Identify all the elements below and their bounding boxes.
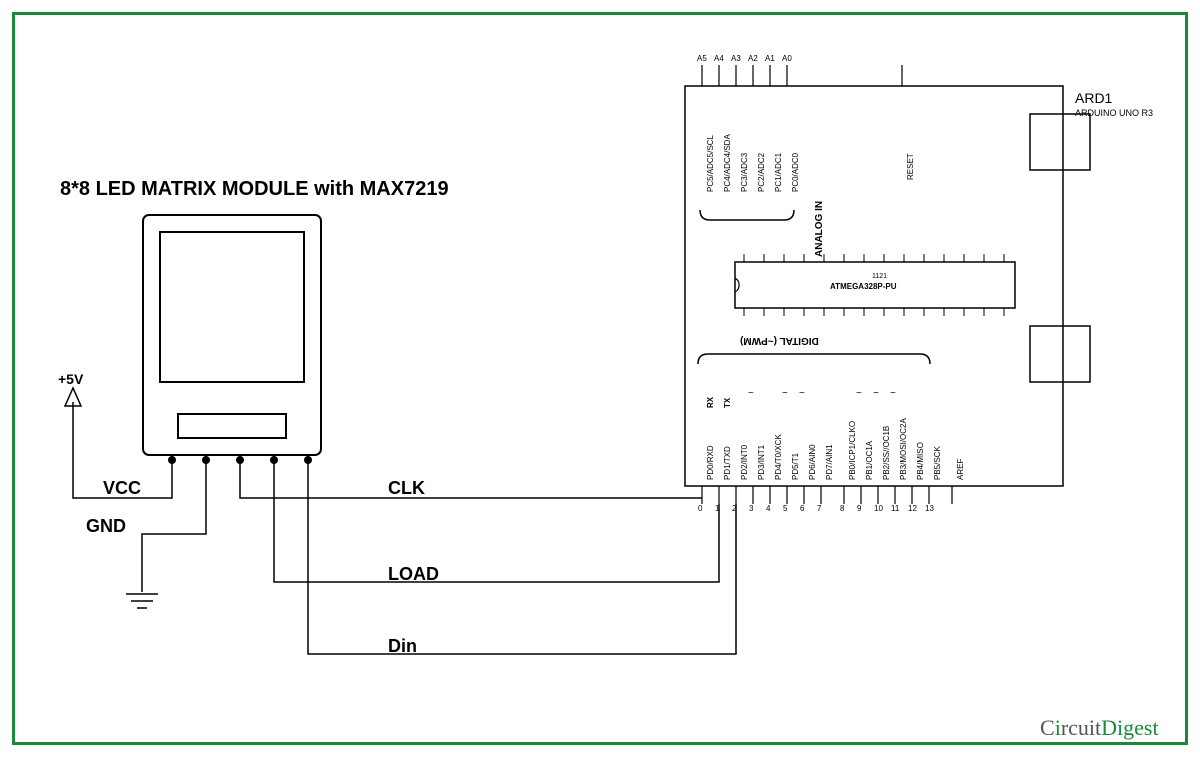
digital-pin-name: PD3/INT1 (757, 445, 766, 480)
digital-pin-name: PB0/ICP1/CLKO (848, 421, 857, 480)
label-gnd: GND (86, 516, 126, 537)
digital-pin-num: 9 (857, 504, 861, 513)
watermark-c: C (1040, 715, 1055, 740)
digital-pin-name: PB5/SCK (933, 446, 942, 480)
arduino-usb-box (1030, 114, 1090, 170)
analog-pin-name: PC5/ADC5/SCL (706, 135, 715, 192)
watermark: CircuitDigest (1040, 715, 1159, 741)
analog-pin-stubs (702, 65, 787, 86)
analog-pin-name: PC1/ADC1 (774, 153, 783, 192)
reset-label: RESET (906, 153, 915, 180)
digital-pin-name: PD4/T0/XCK (774, 434, 783, 480)
label-clk: CLK (388, 478, 425, 499)
digital-pin-name: PD0/RXD (706, 445, 715, 480)
digital-pin-num: 6 (800, 504, 804, 513)
digital-pin-name: PD7/AIN1 (825, 444, 834, 480)
supply-label: +5V (58, 371, 83, 387)
analog-pin-name: PC0/ADC0 (791, 153, 800, 192)
analog-pin-num: A3 (731, 54, 741, 63)
analog-bracket (700, 210, 794, 220)
digital-pin-num: 8 (840, 504, 844, 513)
digital-pin-name: PD5/T1 (791, 453, 800, 480)
arduino-ref: ARD1 (1075, 90, 1112, 106)
tilde-6: ~ (890, 388, 896, 399)
digital-bracket (698, 354, 930, 364)
tilde-5: ~ (873, 388, 879, 399)
digital-pin-num: 13 (925, 504, 934, 513)
digital-pin-name: PD2/INT0 (740, 445, 749, 480)
digital-pin-num: 4 (766, 504, 770, 513)
arduino-name: ARDUINO UNO R3 (1075, 108, 1153, 118)
tilde-2: ~ (782, 388, 788, 399)
digital-pin-num: 7 (817, 504, 821, 513)
chip-label: ATMEGA328P-PU (830, 282, 897, 291)
digital-pin-name: PB3/MOSI/OC2A (899, 418, 908, 480)
tilde-3: ~ (799, 388, 805, 399)
digital-pin-stubs (702, 486, 929, 504)
digital-pin-name: PB1/OC1A (865, 441, 874, 480)
digital-pin-num: 10 (874, 504, 883, 513)
analog-header-label: ANALOG IN (814, 201, 825, 257)
watermark-digest: Digest (1101, 715, 1158, 740)
analog-pin-name: PC4/ADC4/SDA (723, 134, 732, 192)
module-slot (178, 414, 286, 438)
digital-pin-num: 11 (891, 504, 899, 513)
analog-pin-num: A5 (697, 54, 707, 63)
arduino-power-box (1030, 326, 1090, 382)
digital-header-label: DIGITAL (~PWM) (740, 335, 819, 346)
rx-label: RX (706, 397, 715, 408)
digital-pin-num: 3 (749, 504, 753, 513)
circuit-diagram-canvas: 8*8 LED MATRIX MODULE with MAX7219 VCC G… (0, 0, 1200, 757)
label-vcc: VCC (103, 478, 141, 499)
digital-pin-name: PB2/SS//OC1B (882, 426, 891, 480)
label-din: Din (388, 636, 417, 657)
aref-label: AREF (956, 459, 965, 480)
digital-pin-num: 5 (783, 504, 787, 513)
digital-pin-num: 1 (715, 504, 719, 513)
digital-pin-num: 12 (908, 504, 917, 513)
supply-arrow-icon (65, 388, 81, 420)
analog-pin-num: A4 (714, 54, 724, 63)
tx-label: TX (723, 398, 732, 408)
analog-pin-num: A2 (748, 54, 758, 63)
module-body (143, 215, 321, 455)
analog-pin-num: A1 (765, 54, 775, 63)
module-title: 8*8 LED MATRIX MODULE with MAX7219 (60, 178, 449, 201)
digital-pin-num: 2 (732, 504, 736, 513)
watermark-rcuit: rcuit (1061, 715, 1101, 740)
label-load: LOAD (388, 564, 439, 585)
digital-pin-num: 0 (698, 504, 702, 513)
circuit-svg (0, 0, 1200, 757)
tilde-4: ~ (856, 388, 862, 399)
analog-pin-num: A0 (782, 54, 792, 63)
analog-pin-name: PC2/ADC2 (757, 153, 766, 192)
digital-pin-name: PD1/TXD (723, 446, 732, 480)
analog-pin-name: PC3/ADC3 (740, 153, 749, 192)
digital-pin-name: PB4/MISO (916, 442, 925, 480)
module-screen (160, 232, 304, 382)
ground-icon (126, 594, 158, 608)
tilde-1: ~ (748, 388, 754, 399)
chip-sublabel: 1121 (872, 273, 887, 280)
digital-pin-name: PD6/AIN0 (808, 444, 817, 480)
